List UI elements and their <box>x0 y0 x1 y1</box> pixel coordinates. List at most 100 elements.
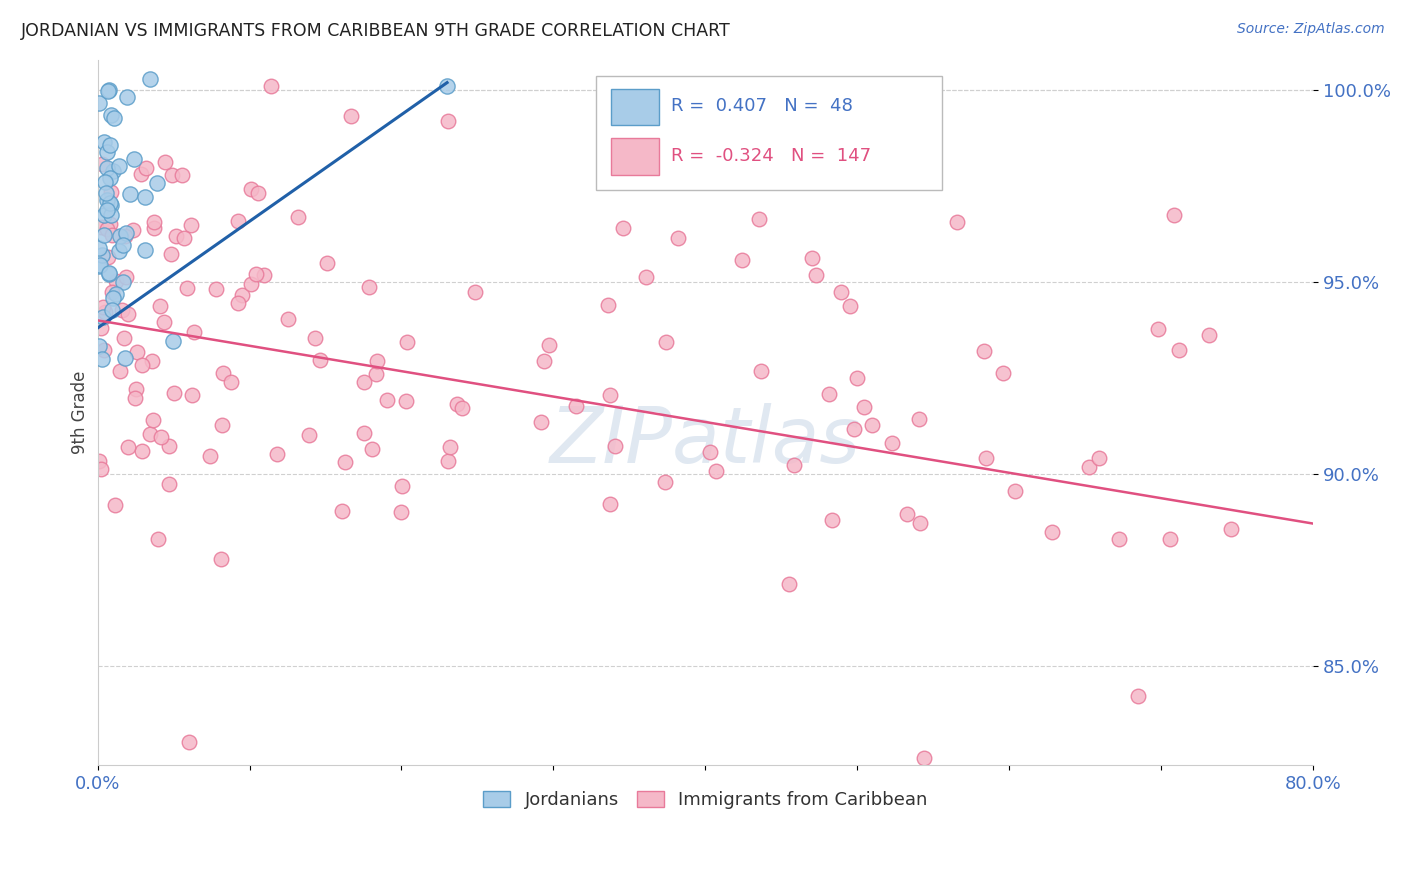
Point <box>391 479 413 493</box>
Point <box>105 274 128 288</box>
Point <box>666 231 689 245</box>
Point <box>107 244 129 259</box>
Point <box>153 155 176 169</box>
Point <box>991 366 1014 380</box>
Point <box>89 259 111 273</box>
Point <box>98 83 121 97</box>
Point <box>846 371 869 385</box>
Point <box>146 532 169 546</box>
Point <box>1004 483 1026 498</box>
Point <box>564 399 586 413</box>
Point <box>599 388 621 402</box>
Point <box>96 193 118 207</box>
Point <box>530 415 553 429</box>
Point <box>87 96 110 111</box>
Point <box>173 230 195 244</box>
Point <box>908 412 931 426</box>
Point <box>446 396 468 410</box>
Point <box>353 376 375 390</box>
Text: R =  -0.324   N =  147: R = -0.324 N = 147 <box>672 146 872 164</box>
Point <box>1088 450 1111 465</box>
Point <box>330 504 353 518</box>
Point <box>129 167 152 181</box>
Point <box>101 164 124 178</box>
Point <box>117 90 139 104</box>
Point <box>375 393 398 408</box>
Point <box>266 447 288 461</box>
Point <box>94 175 117 189</box>
Point <box>353 426 375 441</box>
Point <box>298 427 321 442</box>
Legend: Jordanians, Immigrants from Caribbean: Jordanians, Immigrants from Caribbean <box>475 783 935 816</box>
Point <box>912 750 935 764</box>
Point <box>364 367 387 381</box>
Point <box>124 392 146 406</box>
Point <box>100 198 122 212</box>
Point <box>115 269 138 284</box>
Point <box>612 220 634 235</box>
Point <box>96 221 118 235</box>
Point <box>778 576 800 591</box>
Point <box>103 112 125 126</box>
Point <box>183 325 205 339</box>
Point <box>139 71 162 86</box>
Point <box>731 253 754 268</box>
Point <box>240 182 263 196</box>
Point <box>111 238 134 252</box>
Point <box>1108 532 1130 546</box>
Point <box>121 223 143 237</box>
Point <box>830 285 852 300</box>
Point <box>162 334 184 349</box>
Point <box>135 161 157 175</box>
Point <box>100 108 122 122</box>
Point <box>599 497 621 511</box>
Point <box>157 476 180 491</box>
Point <box>1128 689 1150 703</box>
Point <box>111 275 134 289</box>
Point <box>817 387 839 401</box>
Point <box>806 268 828 282</box>
Point <box>108 159 131 173</box>
Point <box>451 401 474 416</box>
FancyBboxPatch shape <box>596 76 942 190</box>
Point <box>821 513 844 527</box>
Point <box>287 210 309 224</box>
Point <box>98 217 121 231</box>
Point <box>122 152 145 166</box>
Point <box>108 229 131 244</box>
Point <box>908 516 931 531</box>
Point <box>118 186 141 201</box>
Point <box>211 366 233 380</box>
Point <box>247 186 270 200</box>
Point <box>538 338 561 352</box>
Point <box>603 439 626 453</box>
Point <box>389 505 412 519</box>
Point <box>114 351 136 365</box>
Point <box>89 258 111 272</box>
Point <box>90 219 112 234</box>
Point <box>226 296 249 310</box>
Point <box>117 440 139 454</box>
Point <box>114 228 136 243</box>
Point <box>880 435 903 450</box>
Point <box>1163 208 1185 222</box>
Y-axis label: 9th Grade: 9th Grade <box>72 371 89 454</box>
Point <box>98 137 121 152</box>
Point <box>149 299 172 313</box>
Point <box>231 287 253 301</box>
Point <box>96 161 118 175</box>
Point <box>141 354 163 368</box>
Point <box>253 268 276 283</box>
Point <box>316 256 339 270</box>
Point <box>87 339 110 353</box>
Point <box>839 299 862 313</box>
Point <box>946 215 969 229</box>
Point <box>143 215 166 229</box>
Point <box>117 307 139 321</box>
Point <box>91 248 114 262</box>
Point <box>91 351 114 366</box>
Point <box>112 331 135 345</box>
Point <box>93 135 115 149</box>
Point <box>104 499 127 513</box>
Point <box>1147 321 1170 335</box>
